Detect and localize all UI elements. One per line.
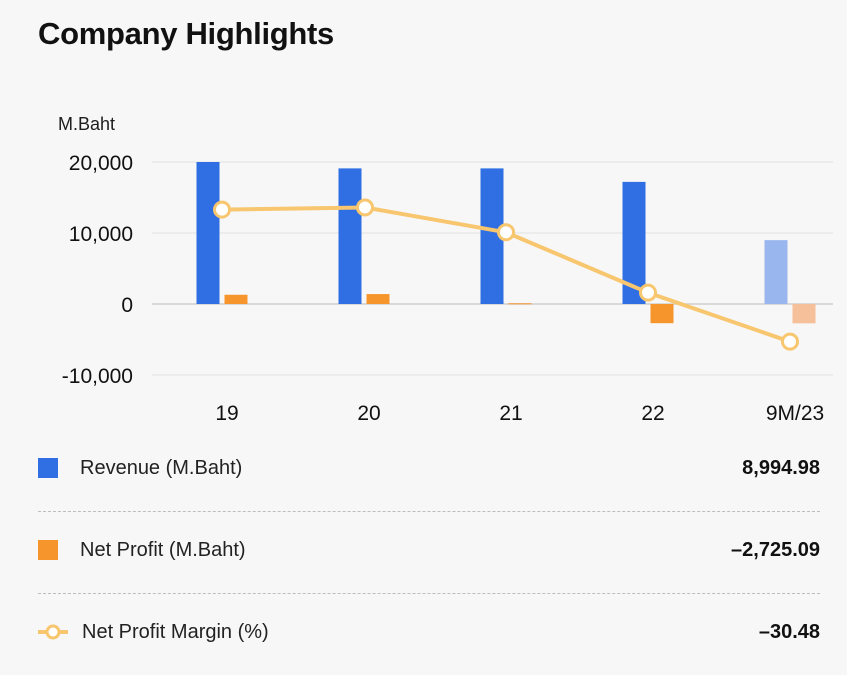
revenue-legend-square-icon bbox=[38, 458, 58, 478]
net-profit-legend-label: Net Profit (M.Baht) bbox=[80, 539, 246, 561]
y-axis-unit-label: M.Baht bbox=[58, 114, 116, 134]
net-profit-margin-legend-value: –30.48 bbox=[758, 621, 820, 643]
revenue-bar bbox=[622, 181, 646, 304]
x-tick-label: 21 bbox=[499, 402, 522, 425]
revenue-bar bbox=[480, 168, 504, 304]
legend-row-revenue: Revenue (M.Baht) 8,994.98 bbox=[38, 430, 820, 511]
net-profit-bar bbox=[650, 304, 674, 324]
legend-table: Revenue (M.Baht) 8,994.98 Net Profit (M.… bbox=[38, 430, 820, 675]
chart-title: Company Highlights bbox=[38, 16, 334, 51]
net-profit-margin-line-circle-icon bbox=[38, 624, 68, 640]
net-profit-legend-value: –2,725.09 bbox=[731, 539, 820, 561]
legend-row-net-profit-margin: Net Profit Margin (%) –30.48 bbox=[38, 593, 820, 675]
net-profit-bar bbox=[224, 294, 248, 304]
net-profit-margin-point bbox=[497, 223, 515, 242]
net-profit-bar bbox=[366, 294, 390, 304]
net-profit-margin-legend-label: Net Profit Margin (%) bbox=[82, 621, 269, 643]
x-tick-label: 22 bbox=[641, 402, 664, 425]
chart-axes: 20,000 10,000 0 -10,000 19 20 21 22 9M/23 bbox=[62, 152, 824, 425]
revenue-legend-value: 8,994.98 bbox=[742, 457, 820, 479]
net-profit-bar bbox=[508, 303, 532, 305]
net-profit-margin-point bbox=[356, 198, 374, 217]
y-tick-label: 10,000 bbox=[69, 223, 133, 246]
net-profit-legend-square-icon bbox=[38, 540, 58, 560]
margin-line-series bbox=[213, 198, 799, 351]
x-tick-label: 9M/23 bbox=[766, 402, 824, 425]
x-tick-label: 20 bbox=[357, 402, 380, 425]
y-tick-label: -10,000 bbox=[62, 365, 133, 388]
net-profit-bar bbox=[792, 304, 816, 324]
net-profit-margin-point bbox=[213, 200, 231, 219]
net-profit-margin-point bbox=[781, 332, 799, 351]
revenue-bar bbox=[196, 162, 220, 304]
legend-row-net-profit: Net Profit (M.Baht) –2,725.09 bbox=[38, 511, 820, 593]
y-tick-label: 0 bbox=[121, 294, 133, 317]
y-tick-label: 20,000 bbox=[69, 152, 133, 175]
revenue-bar bbox=[338, 168, 362, 304]
revenue-bar bbox=[764, 240, 788, 304]
revenue-legend-label: Revenue (M.Baht) bbox=[80, 457, 243, 479]
x-tick-label: 19 bbox=[215, 402, 238, 425]
company-highlights-chart: 20,000 10,000 0 -10,000 19 20 21 22 9M/23 bbox=[62, 152, 833, 425]
net-profit-margin-point bbox=[639, 283, 657, 302]
chart-bars bbox=[196, 162, 816, 324]
